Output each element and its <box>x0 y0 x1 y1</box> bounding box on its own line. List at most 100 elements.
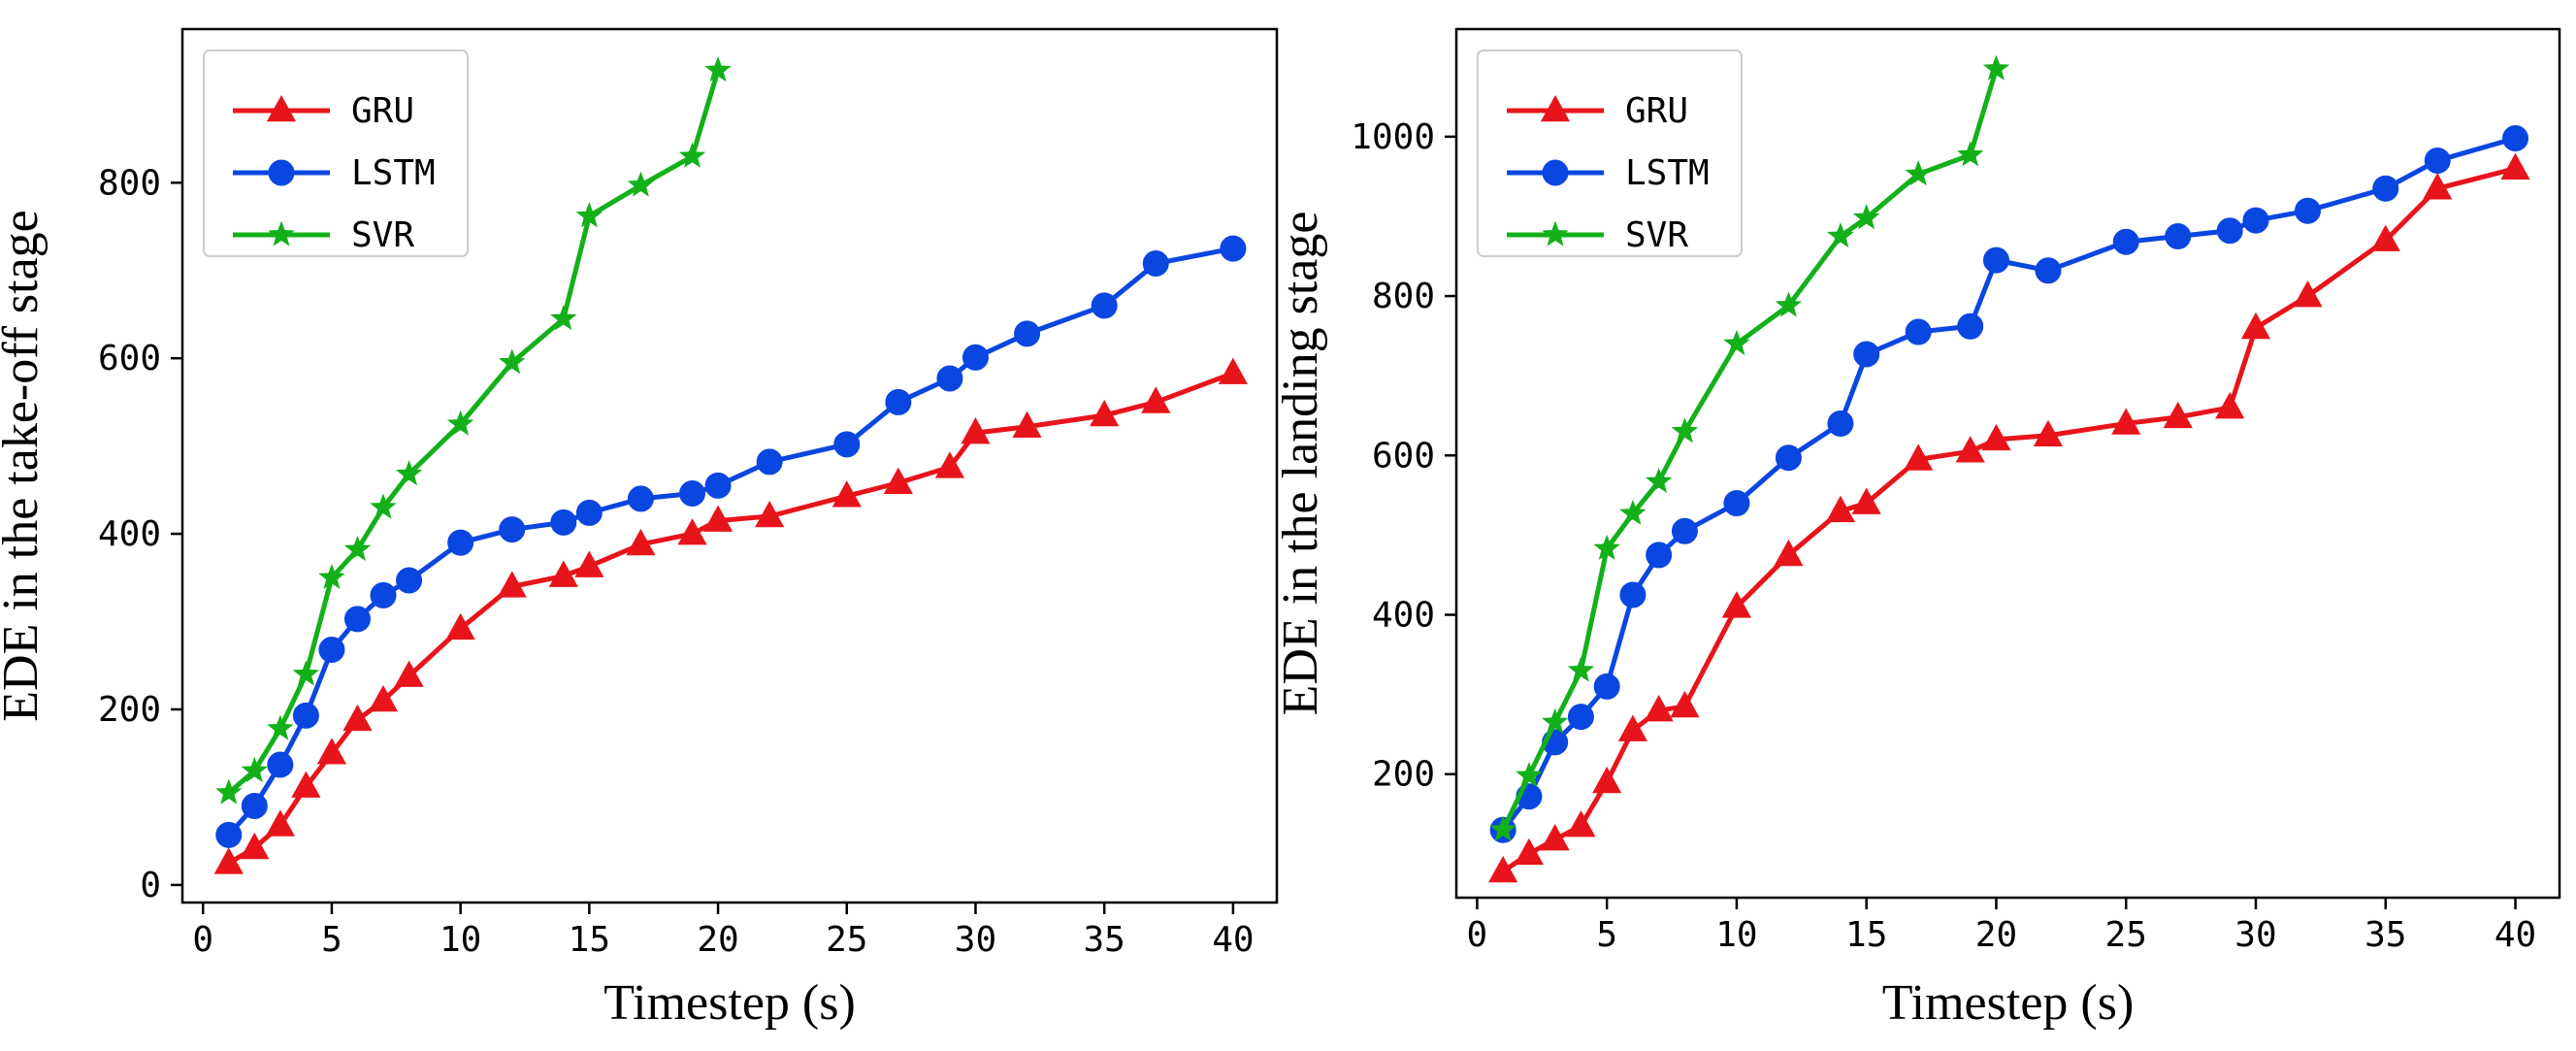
data-point-gru <box>2215 391 2245 419</box>
data-point-gru <box>2293 280 2323 308</box>
data-point-svr <box>1489 815 1516 841</box>
data-point-gru <box>2240 312 2271 340</box>
y-axis-title: EDE in the take-off stage <box>0 210 49 722</box>
data-point-svr <box>446 410 474 436</box>
data-point-gru <box>394 660 424 687</box>
x-tick-label: 15 <box>1845 915 1887 955</box>
data-point-lstm <box>396 567 423 594</box>
y-tick-label: 1000 <box>1351 117 1435 157</box>
x-tick-label: 5 <box>1596 915 1617 955</box>
y-tick-label: 800 <box>98 163 161 203</box>
data-point-svr <box>1671 417 1699 443</box>
data-point-lstm <box>936 365 963 392</box>
x-tick-label: 35 <box>2364 915 2406 955</box>
legend-marker-gru <box>266 94 297 122</box>
x-tick-label: 30 <box>2234 915 2276 955</box>
data-point-gru <box>1774 539 1804 567</box>
data-point-lstm <box>1905 318 1932 345</box>
data-point-svr <box>318 563 345 589</box>
data-point-lstm <box>2424 147 2451 174</box>
legend: GRU LSTM SVR <box>1477 49 1743 257</box>
x-tick-label: 40 <box>1212 920 1254 960</box>
data-point-lstm <box>704 472 732 499</box>
x-axis-title: Timestep (s) <box>603 975 856 1031</box>
data-point-svr <box>267 714 294 740</box>
plot-area <box>213 56 1248 874</box>
data-point-gru <box>213 847 244 874</box>
data-point-gru <box>1825 495 1856 523</box>
y-tick-label: 200 <box>1372 755 1435 795</box>
data-point-svr <box>1516 761 1543 788</box>
data-point-svr <box>215 778 243 805</box>
y-tick-label: 200 <box>98 690 161 730</box>
data-point-lstm <box>2112 228 2139 255</box>
data-point-gru <box>2423 173 2453 200</box>
data-point-lstm <box>267 751 294 778</box>
data-point-lstm <box>2372 175 2399 202</box>
legend-label-svr: SVR <box>351 215 414 255</box>
data-point-lstm <box>1220 235 1247 262</box>
data-point-svr <box>241 756 269 782</box>
x-tick-label: 0 <box>192 920 213 960</box>
data-point-gru <box>934 451 965 478</box>
data-point-lstm <box>318 636 345 663</box>
data-point-gru <box>961 417 991 444</box>
data-point-gru <box>2163 401 2193 429</box>
data-point-gru <box>1141 386 1171 413</box>
x-tick-label: 35 <box>1083 920 1125 960</box>
data-point-lstm <box>1014 320 1041 347</box>
data-point-lstm <box>1142 250 1169 278</box>
data-point-gru <box>1721 591 1752 618</box>
data-point-svr <box>1619 499 1647 525</box>
data-point-gru <box>1012 411 1042 439</box>
data-point-svr <box>499 348 526 375</box>
legend-label-svr: SVR <box>1625 215 1688 255</box>
data-point-gru <box>677 518 707 545</box>
legend: GRU LSTM SVR <box>203 49 469 257</box>
plot-frame <box>180 27 1279 904</box>
data-point-lstm <box>2294 197 2321 224</box>
data-point-lstm <box>1853 341 1880 368</box>
data-point-lstm <box>575 499 603 526</box>
x-tick-label: 5 <box>321 920 342 960</box>
legend-marker-gru <box>1540 94 1571 122</box>
data-point-gru <box>831 480 862 508</box>
data-point-gru <box>1488 855 1518 883</box>
data-point-gru <box>1904 443 1934 471</box>
data-point-gru <box>316 738 347 765</box>
data-point-svr <box>1723 329 1750 355</box>
legend-label-gru: GRU <box>351 91 414 131</box>
x-tick-label: 0 <box>1467 915 1488 955</box>
legend-marker-svr <box>268 220 295 246</box>
data-point-lstm <box>756 448 783 476</box>
data-point-lstm <box>2502 124 2529 151</box>
data-point-lstm <box>447 529 474 556</box>
data-point-gru <box>368 684 399 712</box>
data-point-gru <box>1955 436 1985 463</box>
legend-label-lstm: LSTM <box>351 153 436 193</box>
data-point-gru <box>1981 423 2011 451</box>
x-tick-label: 20 <box>1975 915 2017 955</box>
series-line-lstm <box>226 246 1236 838</box>
data-point-lstm <box>833 431 861 458</box>
y-axis-title: EDE in the landing stage <box>1273 212 1328 716</box>
data-point-lstm <box>1775 444 1802 472</box>
data-point-lstm <box>1091 292 1118 319</box>
y-tick-label: 600 <box>98 339 161 378</box>
plot-frame <box>1454 27 2561 900</box>
data-point-lstm <box>343 606 371 633</box>
data-point-svr <box>1645 467 1673 494</box>
data-point-lstm <box>2216 217 2243 245</box>
data-point-gru <box>755 500 785 528</box>
data-point-lstm <box>2165 222 2192 249</box>
data-point-lstm <box>1567 704 1594 731</box>
x-tick-label: 20 <box>697 920 738 960</box>
data-point-gru <box>883 467 913 494</box>
data-point-svr <box>1905 160 1932 186</box>
data-point-gru <box>265 809 295 837</box>
data-point-svr <box>1567 656 1595 682</box>
legend-label-lstm: LSTM <box>1625 153 1710 193</box>
